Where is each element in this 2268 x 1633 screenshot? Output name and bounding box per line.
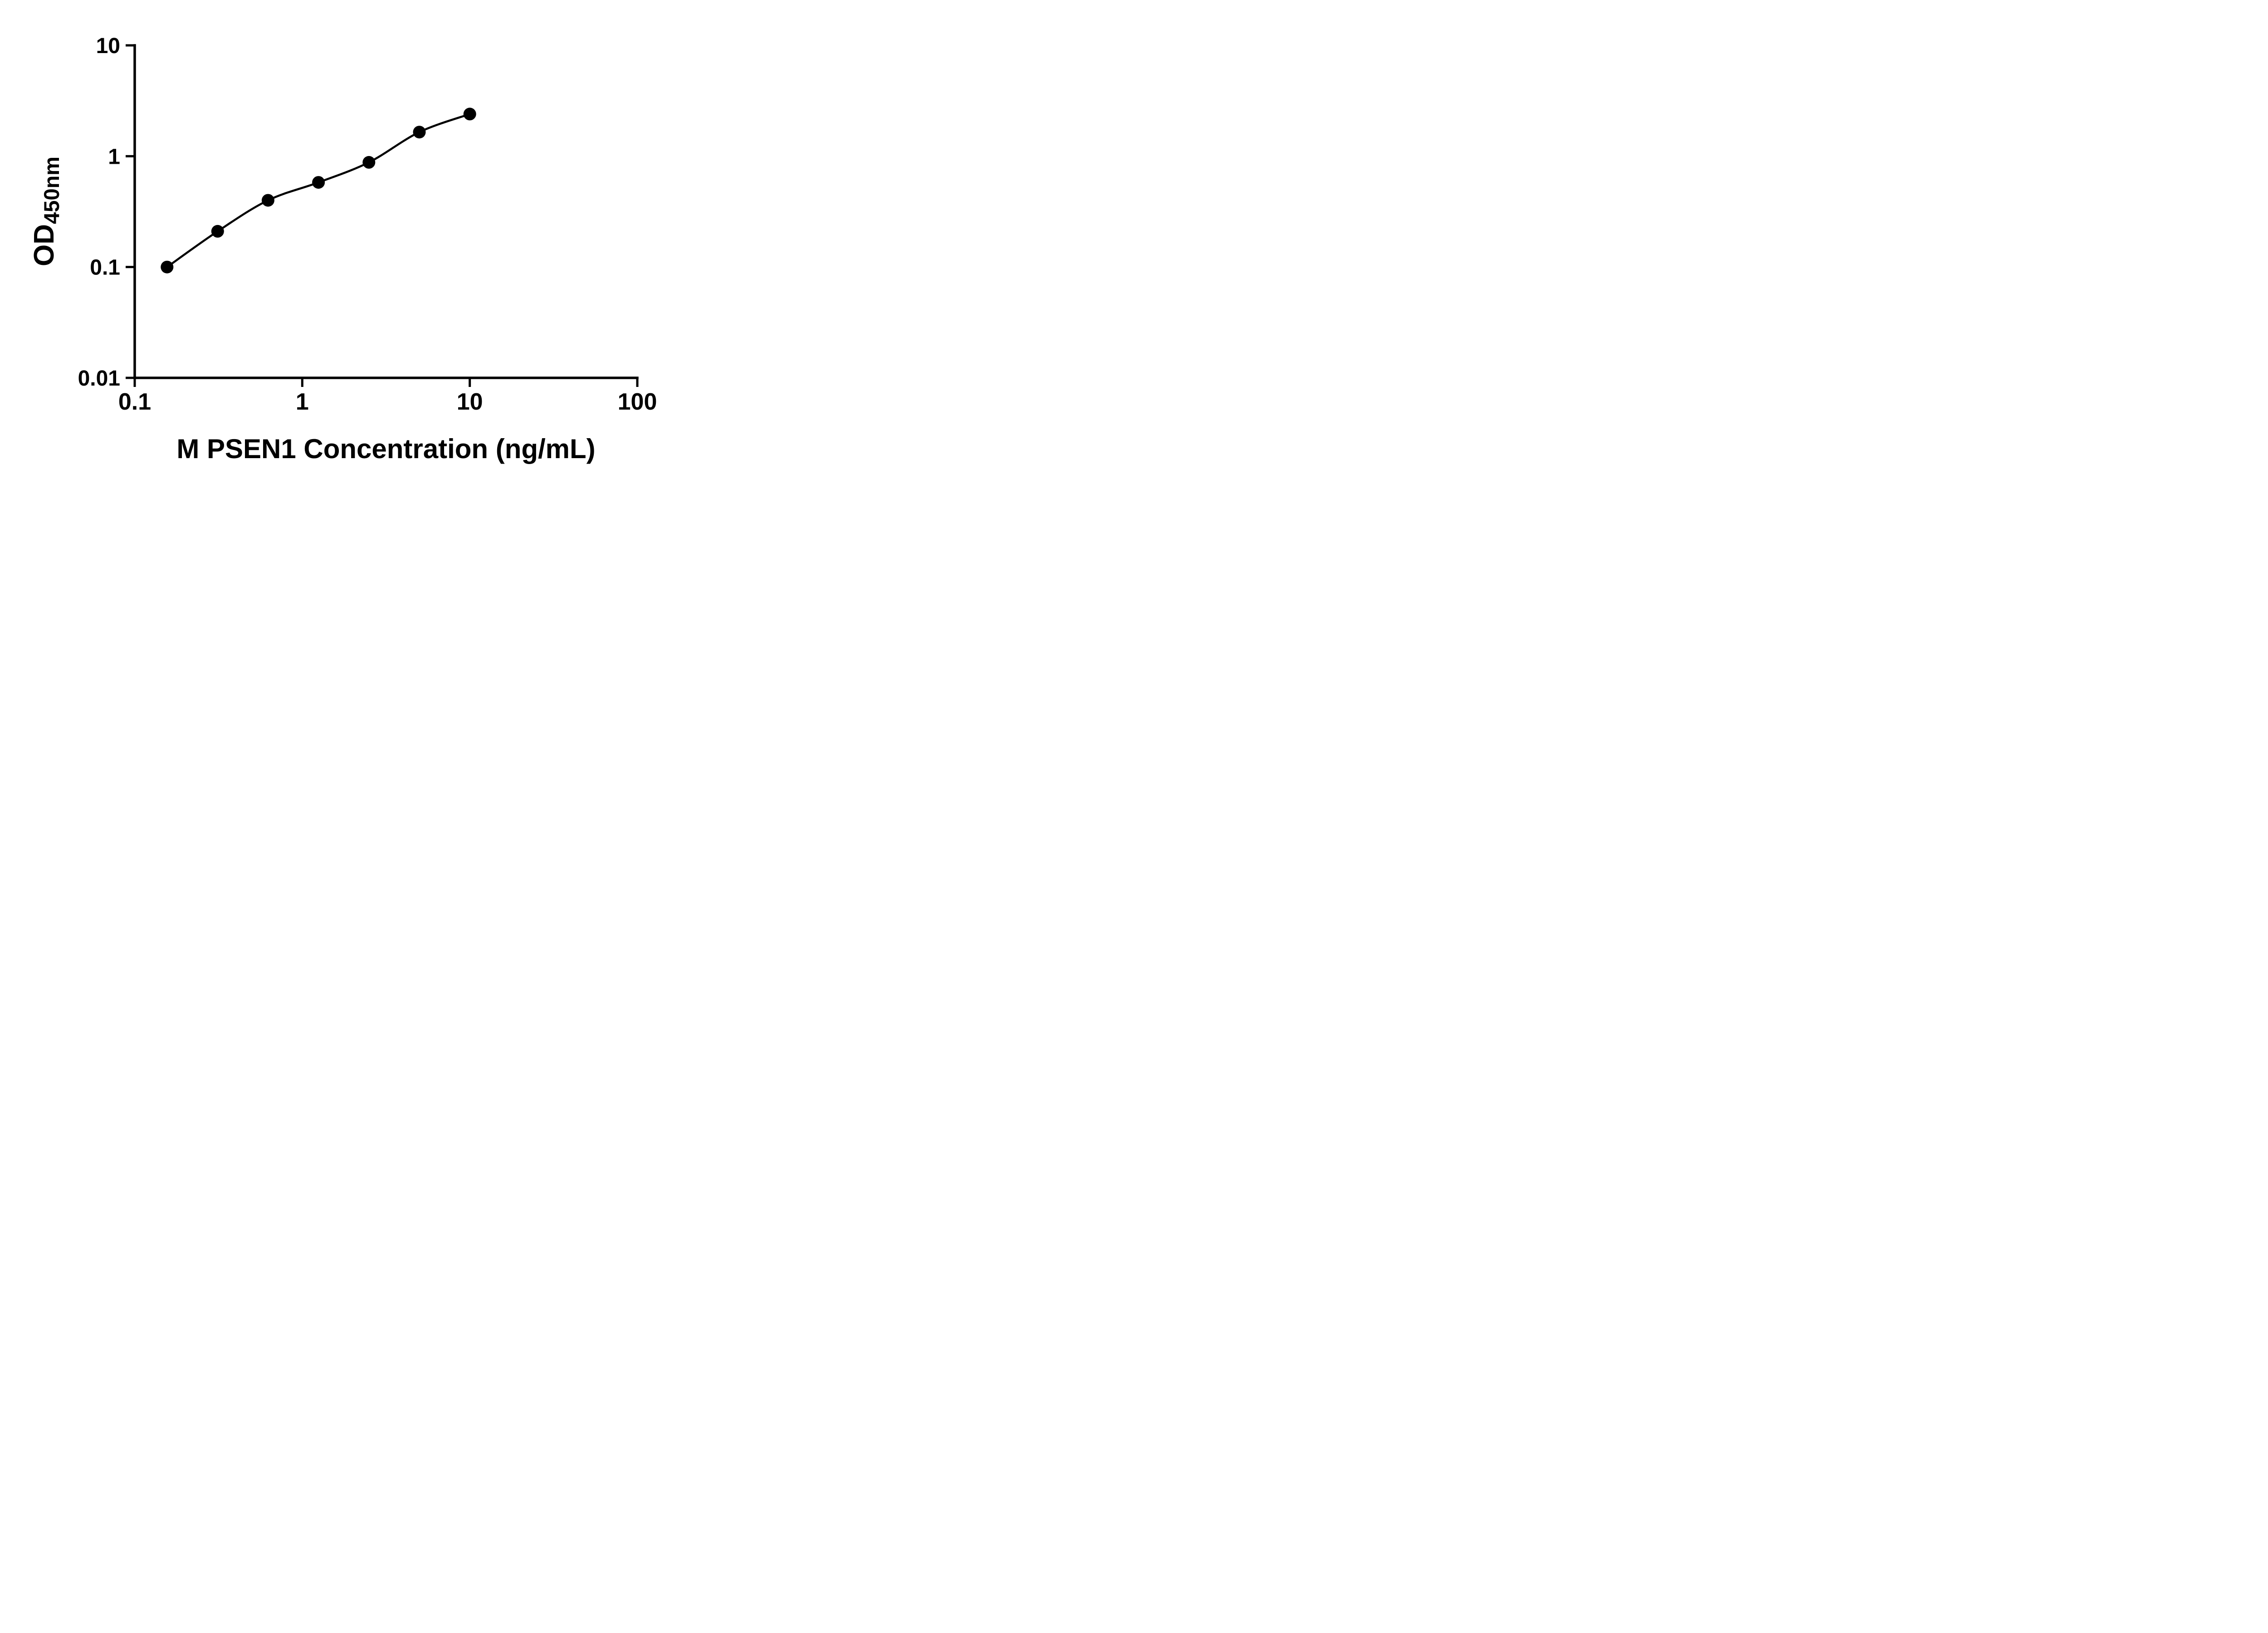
chart-stage: 0.01 0.1 1 10 0.1 1 10 100 M PSEN1 Concentrati… [0,0,700,490]
axes [126,44,639,387]
x-tick-label: 100 [618,389,657,415]
data-point [362,156,376,169]
x-tick-label: 10 [457,389,483,415]
data-point [463,108,476,121]
y-tick-labels: 0.01 0.1 1 10 [78,34,120,391]
y-tick-label: 10 [96,34,120,58]
data-point [312,176,325,189]
data-points [161,108,476,274]
x-axis-ticks [133,378,639,387]
data-point [413,126,426,139]
x-tick-labels: 0.1 1 10 100 [118,389,657,415]
y-tick-label: 1 [108,145,120,169]
y-axis-title-main: OD [29,224,60,266]
x-axis-title: M PSEN1 Concentration (ng/mL) [176,434,595,464]
data-series [161,108,476,274]
y-tick-label: 0.01 [78,367,120,391]
fit-line [166,113,471,268]
y-axis-ticks [126,44,135,379]
data-point [161,260,174,274]
y-tick-label: 0.1 [90,256,120,280]
y-axis-title-subscript: 450nm [39,156,64,224]
data-point [211,225,224,238]
x-tick-label: 0.1 [118,389,151,415]
x-tick-label: 1 [296,389,309,415]
data-point [261,194,274,207]
y-axis-title: OD450nm [29,156,64,266]
